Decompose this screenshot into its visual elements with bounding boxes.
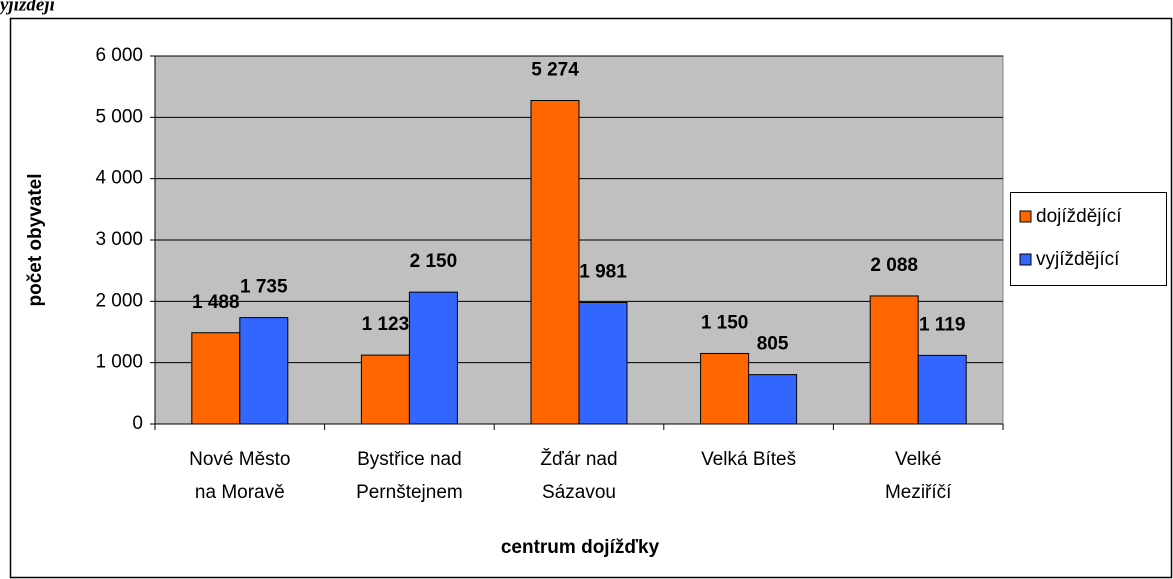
caption: yjíždějí bbox=[0, 0, 57, 15]
legend-swatch bbox=[1019, 210, 1032, 223]
value-label: 1 735 bbox=[240, 277, 288, 298]
x-tick-label: Velké Meziříčí bbox=[885, 449, 952, 503]
legend-box bbox=[1010, 192, 1167, 286]
bar bbox=[869, 295, 919, 425]
value-label: 1 981 bbox=[579, 262, 627, 283]
y-tick-label: 5 000 bbox=[95, 106, 143, 127]
value-label: 1 119 bbox=[919, 314, 966, 335]
value-label: 1 488 bbox=[192, 292, 240, 313]
value-label: 1 123 bbox=[362, 314, 410, 335]
value-label: 2 088 bbox=[870, 255, 918, 276]
bar bbox=[700, 352, 750, 425]
bar bbox=[917, 354, 967, 425]
y-tick-label: 4 000 bbox=[95, 168, 143, 189]
bar bbox=[239, 317, 289, 425]
y-tick-label: 3 000 bbox=[95, 229, 143, 250]
value-label: 5 274 bbox=[531, 60, 579, 81]
value-label: 1 150 bbox=[701, 312, 749, 333]
y-tick-label: 6 000 bbox=[95, 45, 143, 66]
y-axis-title: počet obyvatel bbox=[25, 173, 46, 306]
x-axis-title: centrum dojížďky bbox=[501, 537, 660, 558]
bar bbox=[191, 332, 241, 425]
x-tick-label: Bystřice nad Pernštejnem bbox=[356, 449, 463, 503]
x-tick-label: Velká Bíteš bbox=[701, 449, 796, 470]
value-label: 2 150 bbox=[410, 251, 458, 272]
bar bbox=[408, 291, 458, 425]
bar bbox=[748, 374, 798, 425]
legend-label: vyjíždějící bbox=[1036, 249, 1120, 270]
y-tick-label: 1 000 bbox=[95, 352, 143, 373]
bar bbox=[578, 301, 628, 425]
y-tick-label: 0 bbox=[132, 413, 143, 434]
bar bbox=[360, 354, 410, 425]
y-tick-label: 2 000 bbox=[95, 290, 143, 311]
legend-swatch bbox=[1019, 253, 1032, 266]
bar bbox=[530, 100, 580, 425]
legend-label: dojíždějící bbox=[1036, 206, 1122, 227]
x-tick-label: Nové Město na Moravě bbox=[189, 449, 290, 503]
x-tick-label: Žďár nad Sázavou bbox=[540, 448, 617, 503]
value-label: 805 bbox=[757, 334, 789, 355]
